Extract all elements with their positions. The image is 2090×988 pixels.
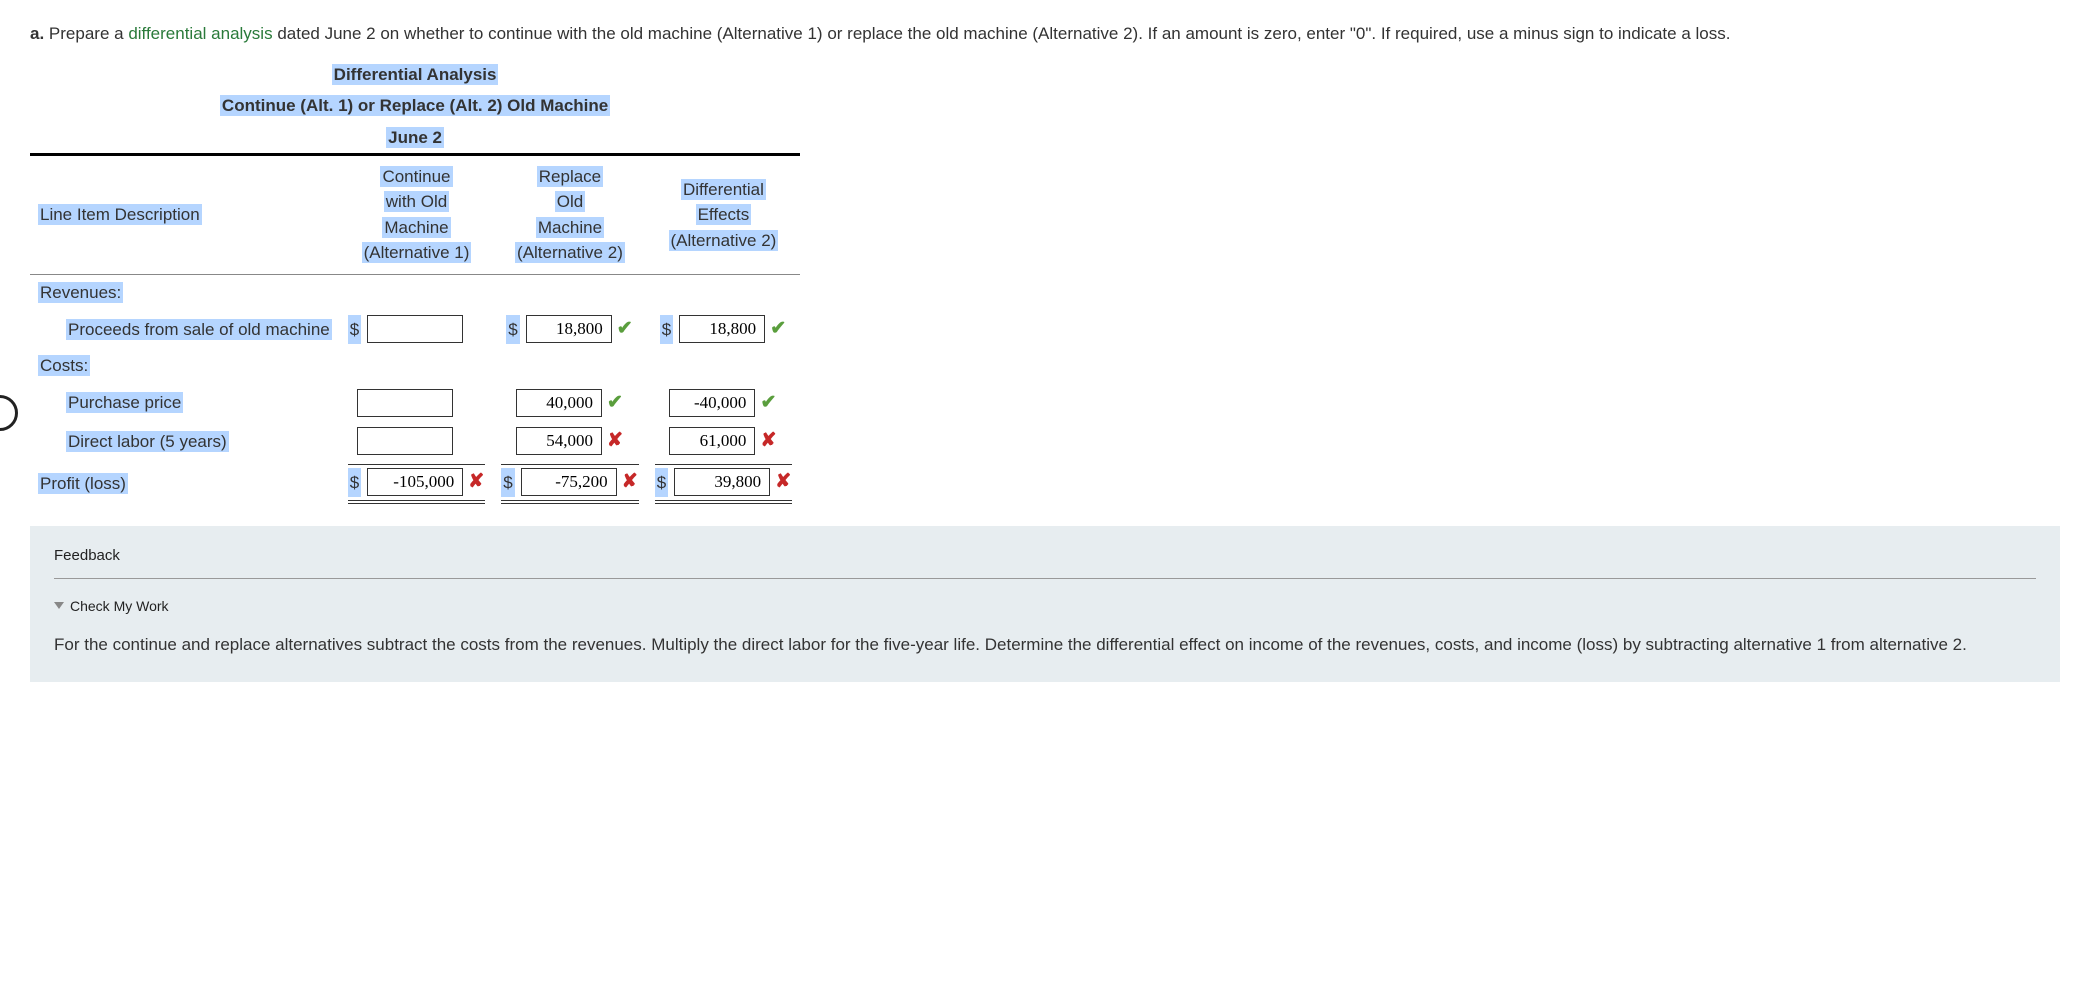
question-label: a.: [30, 24, 44, 43]
proceeds-label: Proceeds from sale of old machine: [66, 319, 332, 340]
dollar-sign: $: [348, 315, 361, 344]
question-post: dated June 2 on whether to continue with…: [273, 24, 1731, 43]
row-labor: Direct labor (5 years) ✘ ✘: [30, 422, 800, 460]
purchase-alt2-input[interactable]: [516, 389, 602, 417]
dollar-sign: $: [501, 468, 514, 497]
x-icon: ✘: [606, 426, 624, 456]
check-icon: ✔: [759, 388, 777, 418]
row-costs-header: Costs:: [30, 348, 800, 383]
check-my-work-label: Check My Work: [70, 595, 169, 617]
table-title-1: Differential Analysis: [332, 64, 499, 85]
dollar-sign: $: [660, 315, 673, 344]
dollar-sign: $: [348, 468, 361, 497]
purchase-diff-input[interactable]: [669, 389, 755, 417]
col-header-alt2: Replace Old Machine (Alternative 2): [493, 154, 646, 274]
table-title-3: June 2: [386, 127, 444, 148]
row-revenues-header: Revenues:: [30, 274, 800, 310]
labor-diff-input[interactable]: [669, 427, 755, 455]
x-icon: ✘: [621, 467, 639, 497]
question-prompt: a. Prepare a differential analysis dated…: [30, 20, 2060, 47]
col-header-alt1: Continue with Old Machine (Alternative 1…: [340, 154, 493, 274]
check-my-work-toggle[interactable]: Check My Work: [54, 595, 2036, 617]
purchase-label: Purchase price: [66, 392, 183, 413]
check-icon: ✔: [606, 388, 624, 418]
labor-alt1-input[interactable]: [357, 427, 453, 455]
question-pre: Prepare a: [49, 24, 128, 43]
proceeds-diff-input[interactable]: [679, 315, 765, 343]
x-icon: ✘: [759, 426, 777, 456]
feedback-body: For the continue and replace alternative…: [54, 631, 2036, 658]
col-header-diff: Differential Effects (Alternative 2): [647, 154, 800, 274]
profit-diff-input[interactable]: [674, 468, 770, 496]
check-icon: ✔: [616, 314, 634, 344]
row-proceeds: Proceeds from sale of old machine $ $ ✔ $…: [30, 310, 800, 348]
labor-label: Direct labor (5 years): [66, 431, 229, 452]
profit-alt1-input[interactable]: [367, 468, 463, 496]
purchase-alt1-input[interactable]: [357, 389, 453, 417]
question-term: differential analysis: [128, 24, 272, 43]
row-purchase: Purchase price ✔ ✔: [30, 384, 800, 422]
check-icon: ✔: [769, 314, 787, 344]
row-profit: Profit (loss) $ ✘ $ ✘ $ ✘: [30, 460, 800, 507]
page-nav-circle[interactable]: [0, 395, 18, 431]
col-header-desc: Line Item Description: [30, 154, 340, 274]
x-icon: ✘: [467, 467, 485, 497]
chevron-down-icon: [54, 602, 64, 609]
profit-alt2-input[interactable]: [521, 468, 617, 496]
table-title-2: Continue (Alt. 1) or Replace (Alt. 2) Ol…: [220, 95, 610, 116]
feedback-title: Feedback: [54, 544, 2036, 579]
profit-label: Profit (loss): [38, 473, 128, 494]
labor-alt2-input[interactable]: [516, 427, 602, 455]
proceeds-alt2-input[interactable]: [526, 315, 612, 343]
proceeds-alt1-input[interactable]: [367, 315, 463, 343]
dollar-sign: $: [506, 315, 519, 344]
feedback-panel: Feedback Check My Work For the continue …: [30, 526, 2060, 683]
x-icon: ✘: [774, 467, 792, 497]
differential-analysis-table: Differential Analysis Continue (Alt. 1) …: [30, 59, 800, 508]
dollar-sign: $: [655, 468, 668, 497]
